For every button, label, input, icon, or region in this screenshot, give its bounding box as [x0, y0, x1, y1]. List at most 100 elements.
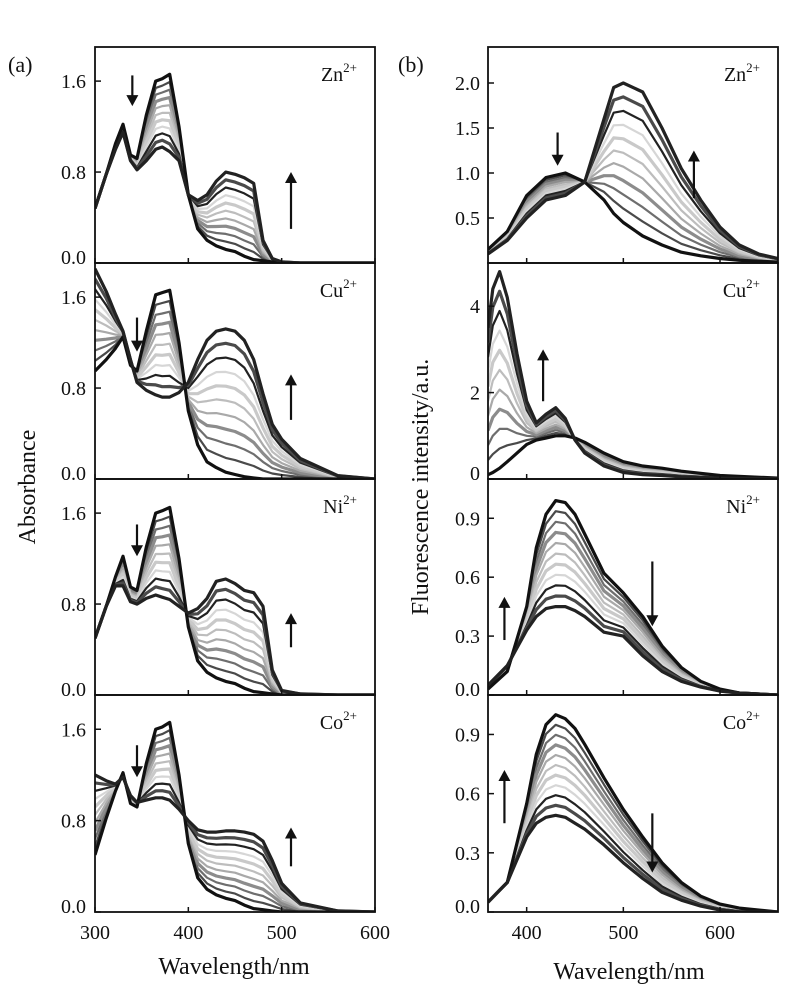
titration-curve	[95, 329, 375, 479]
increase-arrow	[285, 374, 297, 420]
increase-arrow	[285, 613, 297, 648]
metal-ion-label: Ni2+	[726, 492, 760, 518]
plot-frame	[487, 694, 779, 913]
y-tick-label: 0.8	[61, 378, 86, 400]
y-tick-label: 1.6	[61, 71, 86, 93]
y-tick-label: 4	[470, 296, 480, 318]
increase-arrow	[498, 769, 511, 824]
titration-curves	[488, 713, 778, 912]
y-tick-label: 2.0	[455, 73, 480, 95]
decrease-arrow	[551, 132, 564, 166]
metal-ion-label: Zn2+	[724, 60, 760, 86]
titration-curves	[95, 72, 375, 263]
titration-curve	[488, 123, 778, 261]
titration-curves	[95, 720, 375, 912]
y-tick-label: 1.6	[61, 287, 86, 309]
absorbance-column: 0.00.81.6 Zn2+0.00.81.6 Cu2+0.00.81.6 Ni2+0…	[61, 46, 390, 944]
decrease-arrow	[131, 317, 143, 352]
titration-curve	[488, 176, 778, 263]
titration-curve	[95, 104, 375, 263]
panel-a-label: (a)	[8, 52, 32, 77]
subplot-fl-zn: 0.5 1.0 1.5 2.0 Zn2+	[455, 46, 779, 264]
x-tick-label: 500	[267, 922, 297, 944]
series-final-spectrum	[488, 81, 778, 261]
y-tick-label: 0.8	[61, 594, 86, 616]
increase-arrow	[498, 596, 511, 641]
metal-ion-label: Cu2+	[723, 276, 760, 302]
x-tick-label: 600	[705, 922, 735, 944]
titration-curve	[95, 125, 375, 263]
absorbance-x-axis-label: Wavelength/nm	[158, 954, 310, 980]
increase-arrow	[285, 827, 297, 867]
increase-arrow	[687, 150, 700, 199]
titration-curve	[95, 775, 375, 912]
fluorescence-axis-label: Fluorescence intensity/a.u.	[408, 359, 434, 616]
titration-curve	[95, 543, 375, 695]
subplot-abs-co: 0.0 0.8 1.6 300 400 500 600 Co2+	[61, 694, 390, 944]
y-tick-label: 0.3	[455, 843, 480, 865]
series-initial-spectrum	[95, 505, 375, 695]
x-tick-label: 300	[80, 922, 110, 944]
y-tick-label: 0.9	[455, 724, 480, 746]
subplot-abs-cu: 0.0 0.8 1.6 Cu2+	[61, 262, 376, 485]
y-tick-label: 0.0	[455, 896, 480, 918]
y-tick-label: 0.6	[455, 567, 480, 589]
y-tick-label: 1.0	[455, 163, 480, 185]
titration-curve	[488, 136, 778, 262]
series-final-spectrum	[95, 577, 375, 695]
absorbance-axis-label: Absorbance	[15, 430, 41, 545]
subplot-abs-ni: 0.0 0.8 1.6 Ni2+	[61, 478, 376, 701]
metal-ion-label: Co2+	[723, 708, 760, 734]
series-final-spectrum	[95, 267, 375, 479]
titration-curves	[488, 499, 778, 695]
titration-curve	[488, 289, 778, 479]
titration-curves	[488, 81, 778, 263]
series-initial-spectrum	[488, 499, 778, 695]
titration-curve	[488, 149, 778, 262]
y-tick-label: 2	[470, 383, 480, 405]
increase-arrow	[285, 172, 297, 229]
y-tick-label: 0.8	[61, 162, 86, 184]
y-tick-label: 0.0	[61, 463, 86, 485]
series-final-spectrum	[488, 605, 778, 695]
decrease-arrow	[131, 745, 143, 778]
decrease-arrow	[646, 561, 659, 627]
y-tick-label: 0.0	[61, 679, 86, 701]
series-initial-spectrum	[488, 434, 778, 479]
fluorescence-column: 0.5 1.0 1.5 2.0 Zn2+ 0 2 4 Cu2+ 0.0 0.3 0.6 0.9 Ni2+ 0…	[455, 46, 779, 944]
y-tick-label: 0.3	[455, 626, 480, 648]
titration-curve	[95, 88, 375, 263]
y-tick-label: 0.0	[61, 896, 86, 918]
subplot-abs-zn: 0.0 0.8 1.6 Zn2+	[61, 46, 376, 269]
fluorescence-x-axis-label: Wavelength/nm	[553, 959, 705, 985]
x-tick-label: 400	[173, 922, 203, 944]
series-initial-spectrum	[95, 720, 375, 912]
x-tick-label: 500	[608, 922, 638, 944]
titration-curve	[95, 95, 375, 263]
plot-frame	[94, 694, 376, 913]
subplot-fl-cu: 0 2 4 Cu2+	[470, 262, 779, 485]
series-final-spectrum	[95, 773, 375, 912]
titration-curve	[95, 767, 375, 912]
titration-curve	[488, 329, 778, 479]
metal-ion-label: Co2+	[320, 708, 357, 734]
y-tick-label: 0.8	[61, 811, 86, 833]
y-tick-label: 0.9	[455, 508, 480, 530]
y-tick-label: 1.5	[455, 118, 480, 140]
y-tick-label: 0.0	[61, 247, 86, 269]
subplot-fl-ni: 0.0 0.3 0.6 0.9 Ni2+	[455, 478, 779, 701]
series-final-spectrum	[95, 130, 375, 263]
y-tick-label: 0.6	[455, 784, 480, 806]
decrease-arrow	[126, 75, 139, 107]
titration-curve	[488, 109, 778, 261]
y-tick-label: 0	[470, 463, 480, 485]
titration-curve	[488, 174, 778, 263]
titration-curve	[488, 174, 778, 263]
metal-ion-label: Ni2+	[323, 492, 357, 518]
decrease-arrow	[131, 524, 143, 557]
x-tick-label: 600	[360, 922, 390, 944]
titration-curve	[95, 111, 375, 263]
titration-curve	[95, 533, 375, 695]
y-tick-label: 0.5	[455, 208, 480, 230]
